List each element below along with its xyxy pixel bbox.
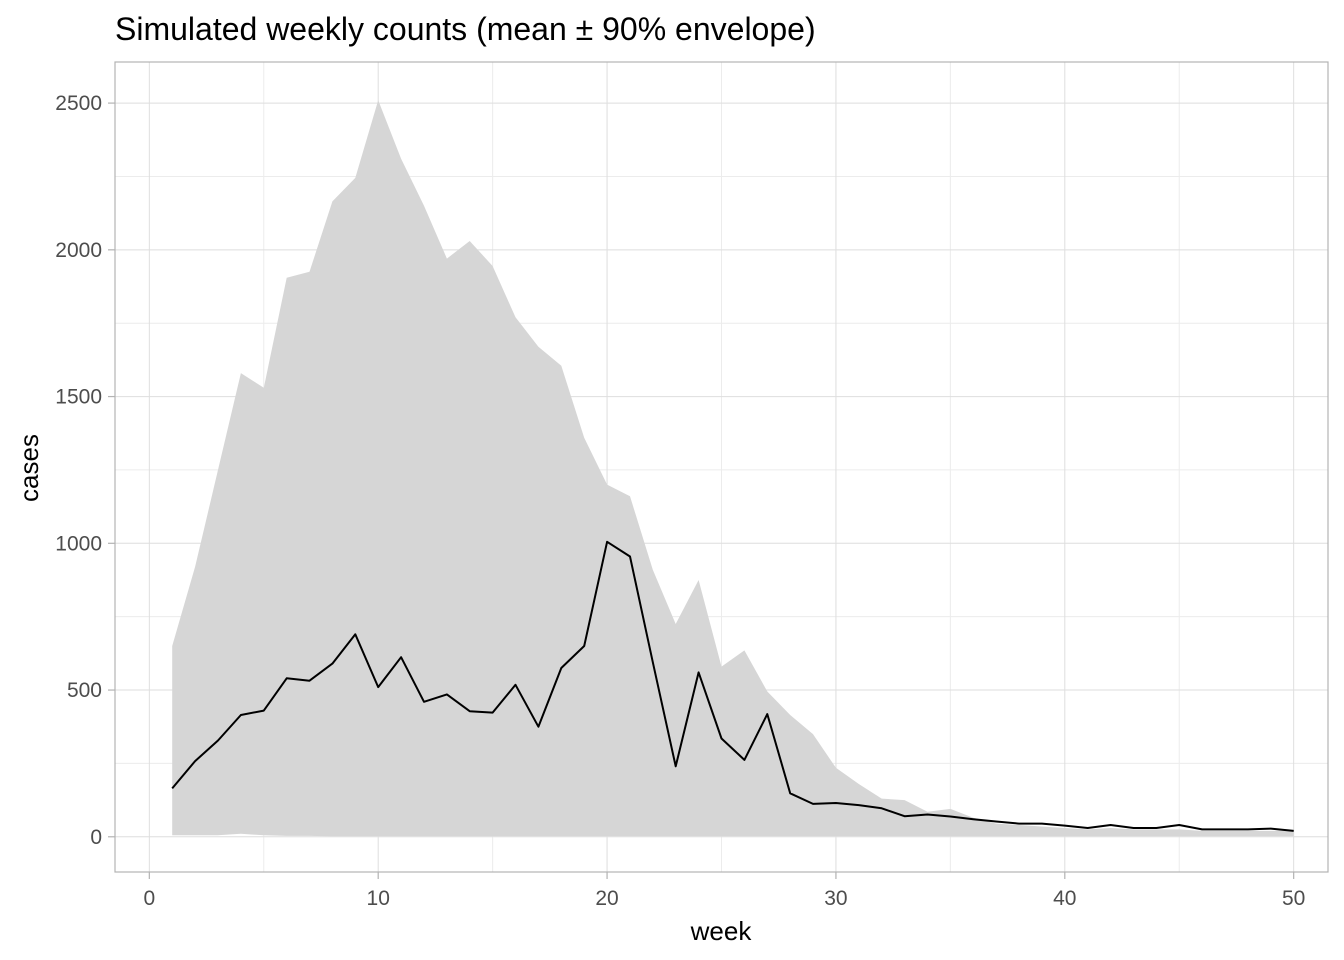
y-tick-label: 2500 [55, 92, 102, 115]
y-axis-title: cases [14, 434, 44, 502]
y-axis: 0 500 1000 1500 2000 2500 [55, 92, 115, 849]
x-tick-label: 0 [143, 887, 155, 910]
envelope-ribbon [172, 100, 1294, 837]
mean-line [171, 540, 1294, 832]
y-tick-label: 500 [67, 679, 102, 702]
x-tick-label: 40 [1053, 887, 1076, 910]
y-tick-label: 1500 [55, 386, 102, 409]
x-tick-label: 30 [824, 887, 847, 910]
plot-panel-border [114, 61, 1329, 873]
x-tick-label: 10 [367, 887, 390, 910]
x-axis: 0 10 20 30 40 50 [143, 872, 1305, 910]
x-tick-label: 50 [1282, 887, 1305, 910]
y-tick-label: 1000 [55, 532, 102, 555]
envelope-ribbon-layer [172, 100, 1294, 837]
y-tick-label: 2000 [55, 239, 102, 262]
chart-title: Simulated weekly counts (mean ± 90% enve… [115, 11, 816, 47]
x-axis-title: week [690, 916, 753, 946]
mean-line-layer [171, 540, 1294, 832]
y-tick-label: 0 [90, 826, 102, 849]
x-tick-label: 20 [595, 887, 618, 910]
